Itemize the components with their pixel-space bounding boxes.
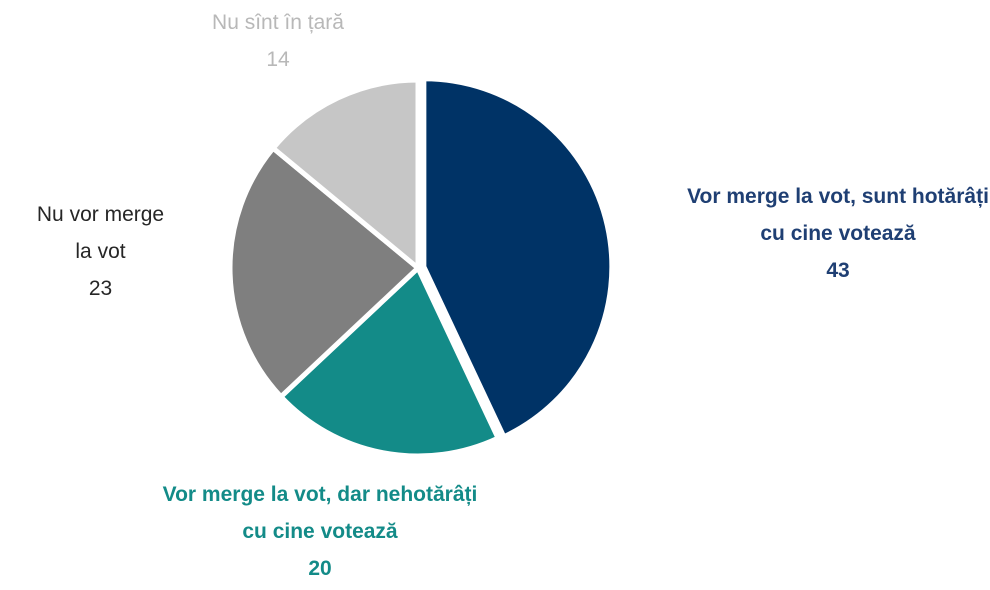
slice-label: Vor merge la vot, sunt hotărâți cu cine … bbox=[687, 185, 989, 245]
slice-label: Nu vor merge la vot bbox=[36, 203, 165, 263]
pie-slice bbox=[227, 144, 422, 401]
pie-slice bbox=[421, 76, 615, 441]
slice-value: 23 bbox=[88, 277, 113, 300]
slice-value: 14 bbox=[266, 48, 290, 71]
slice-value: 20 bbox=[308, 557, 332, 580]
pie-slice bbox=[277, 263, 502, 459]
slice-label: Nu sînt în țară bbox=[212, 11, 344, 34]
label-block: Vor merge la vot, dar nehotărâți cu cine… bbox=[150, 476, 490, 587]
label-block: Nu vor merge la vot 23 bbox=[28, 196, 173, 307]
pie-slice bbox=[269, 77, 421, 274]
label-block: Vor merge la vot, sunt hotărâți cu cine … bbox=[678, 178, 990, 289]
slice-label: Vor merge la vot, dar nehotărâți cu cine… bbox=[162, 483, 478, 543]
label-block: Nu sînt în țară 14 bbox=[128, 4, 428, 78]
slice-value: 43 bbox=[826, 259, 850, 282]
